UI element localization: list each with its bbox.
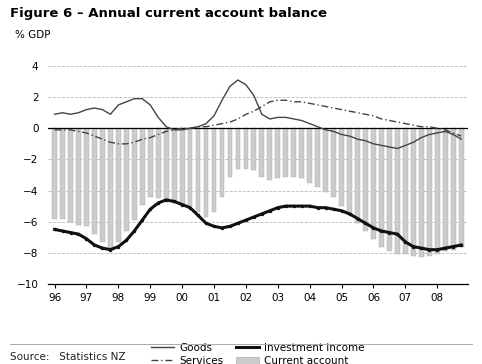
Text: % GDP: % GDP (14, 30, 50, 40)
Bar (148, 128, 153, 197)
Bar (187, 128, 192, 206)
Bar (140, 128, 145, 205)
Bar (220, 128, 225, 197)
Bar (108, 128, 113, 248)
Bar (363, 128, 368, 231)
Bar (411, 128, 415, 256)
Bar (76, 128, 81, 225)
Bar (339, 128, 344, 206)
Bar (308, 128, 312, 183)
Bar (100, 128, 105, 242)
Text: Figure 6 – Annual current account balance: Figure 6 – Annual current account balanc… (10, 7, 327, 20)
Bar (299, 128, 304, 178)
Bar (323, 128, 328, 192)
Bar (196, 128, 201, 212)
Bar (355, 128, 360, 223)
Bar (92, 128, 97, 234)
Bar (268, 128, 272, 180)
Bar (435, 128, 440, 254)
Bar (228, 128, 232, 177)
Bar (156, 128, 161, 198)
Bar (331, 128, 336, 197)
Bar (84, 128, 89, 226)
Legend: Goods, Services, Investment income, Current account: Goods, Services, Investment income, Curr… (147, 339, 369, 364)
Text: Source:   Statistics NZ: Source: Statistics NZ (10, 352, 125, 362)
Bar (387, 128, 392, 251)
Bar (443, 128, 448, 251)
Bar (283, 128, 288, 177)
Bar (236, 128, 241, 169)
Bar (116, 128, 121, 242)
Bar (275, 128, 280, 178)
Bar (459, 128, 464, 246)
Bar (243, 128, 248, 169)
Bar (204, 128, 208, 217)
Bar (379, 128, 384, 246)
Bar (68, 128, 73, 222)
Bar (427, 128, 432, 256)
Bar (395, 128, 400, 254)
Bar (180, 128, 185, 205)
Bar (60, 128, 65, 218)
Bar (172, 128, 176, 203)
Bar (212, 128, 216, 212)
Bar (371, 128, 376, 239)
Bar (52, 128, 57, 218)
Bar (164, 128, 169, 201)
Bar (315, 128, 320, 187)
Bar (252, 128, 256, 170)
Bar (124, 128, 129, 231)
Bar (259, 128, 264, 177)
Bar (451, 128, 455, 250)
Bar (132, 128, 137, 220)
Bar (419, 128, 424, 257)
Bar (403, 128, 408, 254)
Bar (347, 128, 352, 215)
Bar (291, 128, 296, 177)
